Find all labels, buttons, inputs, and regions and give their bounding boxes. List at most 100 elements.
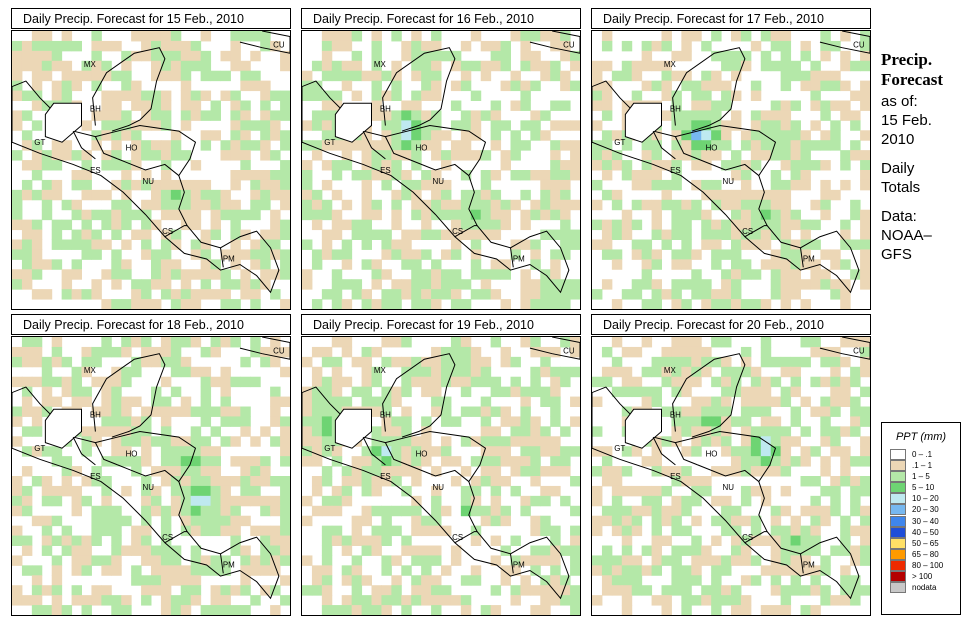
legend-swatch <box>890 526 906 538</box>
country-label: GT <box>34 444 45 453</box>
legend-swatch <box>890 482 906 494</box>
legend-label: > 100 <box>912 572 933 582</box>
country-label: ES <box>670 472 681 481</box>
country-label: ES <box>380 472 391 481</box>
country-borders <box>302 337 580 600</box>
legend-swatch <box>890 493 906 505</box>
precip-field <box>592 31 870 309</box>
country-label: CU <box>853 41 865 50</box>
country-label: ES <box>380 166 391 175</box>
legend-item: 5 – 10 <box>882 482 960 494</box>
as-of-label: as of: <box>881 93 918 110</box>
panel-title: Daily Precip. Forecast for 17 Feb., 2010 <box>591 8 871 29</box>
legend-label: 65 – 80 <box>912 549 939 559</box>
country-label: CU <box>273 347 285 356</box>
legend-label: 0 – .1 <box>912 450 933 459</box>
precip-field <box>12 31 290 309</box>
country-label: BH <box>670 411 681 420</box>
country-label: NU <box>722 483 734 492</box>
precip-field <box>592 337 870 615</box>
country-borders <box>302 31 580 294</box>
as-of-year: 2010 <box>881 131 915 148</box>
panel-title: Daily Precip. Forecast for 19 Feb., 2010 <box>301 314 581 335</box>
country-label: CU <box>273 41 285 50</box>
country-label: GT <box>34 138 45 147</box>
panel-title: Daily Precip. Forecast for 18 Feb., 2010 <box>11 314 291 335</box>
country-label: HO <box>706 144 718 153</box>
legend-item: 10 – 20 <box>882 493 960 505</box>
panel-title: Daily Precip. Forecast for 15 Feb., 2010 <box>11 8 291 29</box>
precip-field <box>12 337 290 615</box>
country-label: HO <box>126 144 138 153</box>
country-label: ES <box>90 166 101 175</box>
country-label: CU <box>563 41 575 50</box>
country-borders <box>12 31 290 294</box>
country-label: PM <box>803 255 815 264</box>
legend-swatch <box>890 571 906 583</box>
forecast-map: MX BH GT HO ES NU CS PM CU <box>11 30 291 310</box>
country-label: PM <box>513 561 525 570</box>
legend-label: 30 – 40 <box>912 516 939 526</box>
legend-label: 10 – 20 <box>912 494 939 504</box>
country-label: NU <box>142 483 154 492</box>
country-borders <box>592 337 870 600</box>
country-label: PM <box>513 255 525 264</box>
legend-swatch <box>890 504 906 516</box>
country-label: CS <box>452 533 463 542</box>
country-label: MX <box>84 60 97 69</box>
country-label: CS <box>162 227 173 236</box>
country-label: MX <box>374 60 387 69</box>
country-label: ES <box>670 166 681 175</box>
country-label: CS <box>742 533 753 542</box>
country-label: PM <box>803 561 815 570</box>
info-title-line1: Precip. <box>881 50 933 69</box>
legend-item: 20 – 30 <box>882 504 960 516</box>
country-label: NU <box>722 177 734 186</box>
legend-label: 40 – 50 <box>912 527 939 537</box>
legend-swatch <box>890 537 906 549</box>
data-source-line2: GFS <box>881 246 912 263</box>
country-label: CU <box>563 347 575 356</box>
daily-label: Daily <box>881 160 915 177</box>
info-title-line2: Forecast <box>881 70 943 89</box>
info-block: Precip. Forecast as of: 15 Feb. 2010 Dai… <box>881 50 965 264</box>
country-label: BH <box>380 411 391 420</box>
country-label: MX <box>374 366 387 375</box>
legend-item: 40 – 50 <box>882 526 960 538</box>
legend-swatch <box>890 548 906 560</box>
legend-swatch <box>890 449 906 460</box>
legend-item: 50 – 65 <box>882 537 960 549</box>
country-label: BH <box>90 105 101 114</box>
country-label: HO <box>706 450 718 459</box>
legend-swatch <box>890 471 906 483</box>
legend-swatch <box>890 460 906 472</box>
legend-item: 65 – 80 <box>882 548 960 560</box>
legend-item: nodata <box>882 582 960 594</box>
country-label: NU <box>432 177 444 186</box>
legend-swatch <box>890 515 906 527</box>
country-borders <box>12 337 290 600</box>
legend-item: 1 – 5 <box>882 471 960 483</box>
country-label: MX <box>664 60 677 69</box>
country-borders <box>592 31 870 294</box>
panel-title: Daily Precip. Forecast for 16 Feb., 2010 <box>301 8 581 29</box>
totals-label: Totals <box>881 179 921 196</box>
forecast-map: MX BH GT HO ES NU CS PM CU <box>301 336 581 616</box>
panel-title: Daily Precip. Forecast for 20 Feb., 2010 <box>591 314 871 335</box>
data-label: Data: <box>881 208 917 225</box>
country-label: MX <box>664 366 677 375</box>
legend-label: 20 – 30 <box>912 505 939 515</box>
country-label: HO <box>416 450 428 459</box>
country-label: MX <box>84 366 97 375</box>
country-label: CU <box>853 347 865 356</box>
country-label: CS <box>742 227 753 236</box>
country-label: GT <box>614 138 625 147</box>
country-label: NU <box>432 483 444 492</box>
country-label: PM <box>223 255 235 264</box>
legend-label: nodata <box>912 583 937 593</box>
country-label: PM <box>223 561 235 570</box>
forecast-map: MX BH GT HO ES NU CS PM CU <box>301 30 581 310</box>
legend-label: 5 – 10 <box>912 483 935 493</box>
legend-item: 80 – 100 <box>882 559 960 571</box>
legend-item: 30 – 40 <box>882 515 960 527</box>
